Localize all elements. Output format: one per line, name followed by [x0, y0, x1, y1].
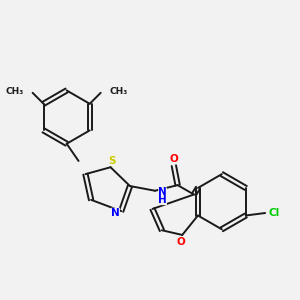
Text: CH₃: CH₃ [6, 87, 24, 96]
Text: Cl: Cl [269, 208, 280, 218]
Text: N: N [111, 208, 120, 218]
Text: H: H [158, 195, 167, 205]
Text: O: O [176, 237, 185, 247]
Text: N: N [158, 187, 167, 197]
Text: S: S [108, 156, 116, 166]
Text: CH₃: CH₃ [110, 87, 128, 96]
Text: O: O [169, 154, 178, 164]
